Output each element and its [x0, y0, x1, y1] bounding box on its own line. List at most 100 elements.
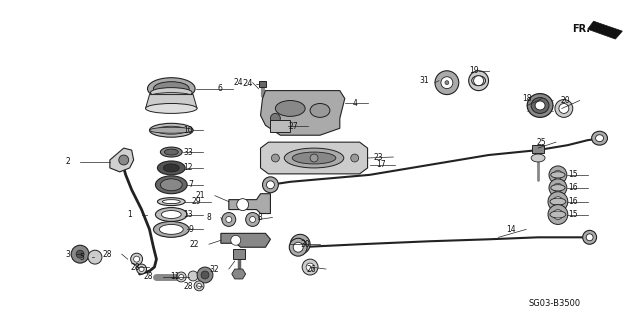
Circle shape: [291, 234, 310, 254]
Text: 32: 32: [209, 264, 219, 273]
Text: 31: 31: [419, 76, 429, 85]
Ellipse shape: [582, 230, 596, 244]
Text: 21: 21: [195, 191, 205, 200]
Circle shape: [549, 166, 567, 184]
Circle shape: [201, 271, 209, 279]
Circle shape: [468, 71, 488, 91]
Ellipse shape: [284, 148, 344, 168]
Circle shape: [306, 263, 314, 271]
Polygon shape: [110, 148, 134, 172]
Text: 25: 25: [536, 138, 546, 147]
Text: 8: 8: [206, 213, 211, 222]
Text: 26: 26: [307, 264, 316, 273]
Ellipse shape: [531, 98, 549, 114]
Text: 6: 6: [218, 84, 223, 93]
Text: 20: 20: [560, 96, 570, 105]
Ellipse shape: [550, 211, 566, 218]
Text: 24: 24: [233, 78, 243, 87]
Polygon shape: [221, 234, 271, 247]
Circle shape: [71, 245, 89, 263]
Circle shape: [222, 212, 236, 226]
Text: 17: 17: [376, 160, 385, 169]
Text: FR.: FR.: [572, 24, 590, 34]
Text: 9: 9: [188, 225, 193, 234]
Ellipse shape: [163, 200, 180, 204]
Ellipse shape: [596, 135, 604, 142]
Circle shape: [435, 71, 459, 94]
Ellipse shape: [150, 93, 193, 100]
Circle shape: [136, 264, 147, 274]
Circle shape: [88, 250, 102, 264]
Circle shape: [237, 199, 248, 211]
Ellipse shape: [161, 211, 181, 219]
Text: 10: 10: [184, 126, 193, 135]
Circle shape: [131, 253, 143, 265]
Ellipse shape: [527, 93, 553, 117]
Circle shape: [289, 238, 307, 256]
Ellipse shape: [551, 172, 565, 178]
Ellipse shape: [154, 82, 189, 96]
Circle shape: [445, 81, 449, 85]
Text: 28: 28: [130, 263, 140, 271]
Circle shape: [549, 179, 567, 197]
Text: 7: 7: [188, 180, 193, 189]
Text: 4: 4: [353, 99, 358, 108]
Ellipse shape: [535, 101, 545, 110]
Text: 22: 22: [189, 240, 199, 249]
Ellipse shape: [157, 161, 185, 175]
Circle shape: [474, 76, 484, 85]
Circle shape: [548, 192, 568, 211]
Circle shape: [553, 197, 563, 207]
Ellipse shape: [551, 185, 565, 191]
Text: 27: 27: [289, 122, 298, 131]
Ellipse shape: [292, 152, 336, 164]
Circle shape: [250, 217, 255, 222]
Ellipse shape: [156, 208, 187, 221]
Ellipse shape: [161, 147, 182, 157]
Circle shape: [197, 267, 213, 283]
Text: 12: 12: [184, 163, 193, 173]
Circle shape: [246, 212, 260, 226]
Text: 19: 19: [469, 66, 479, 75]
Circle shape: [548, 204, 568, 225]
Text: 8: 8: [258, 213, 262, 222]
Text: 11: 11: [170, 272, 179, 281]
Text: 3: 3: [65, 250, 70, 259]
Ellipse shape: [154, 221, 189, 237]
Text: 29: 29: [191, 197, 201, 206]
Bar: [532, 145, 544, 153]
Circle shape: [441, 77, 453, 89]
Circle shape: [554, 183, 563, 192]
Circle shape: [179, 274, 184, 279]
Polygon shape: [260, 142, 367, 174]
Ellipse shape: [150, 123, 193, 137]
Circle shape: [554, 170, 563, 179]
Text: 15: 15: [568, 170, 578, 179]
Ellipse shape: [145, 103, 197, 114]
Circle shape: [196, 283, 202, 288]
Circle shape: [271, 154, 279, 162]
Polygon shape: [232, 269, 246, 279]
Circle shape: [194, 281, 204, 291]
Polygon shape: [588, 21, 622, 39]
Ellipse shape: [550, 198, 566, 205]
Ellipse shape: [156, 176, 187, 194]
Text: SG03-B3500: SG03-B3500: [528, 299, 580, 308]
Circle shape: [188, 271, 198, 281]
Text: 1: 1: [127, 210, 132, 219]
Polygon shape: [260, 91, 345, 135]
Circle shape: [271, 114, 280, 123]
Circle shape: [266, 181, 275, 189]
Ellipse shape: [163, 164, 179, 172]
Circle shape: [553, 210, 563, 219]
Circle shape: [293, 242, 303, 252]
Ellipse shape: [150, 88, 192, 98]
Text: 30: 30: [300, 240, 310, 249]
Circle shape: [134, 256, 140, 262]
Circle shape: [555, 100, 573, 117]
Circle shape: [559, 103, 569, 114]
Text: 23: 23: [374, 152, 383, 161]
Circle shape: [176, 272, 186, 282]
Text: 28: 28: [144, 272, 154, 281]
Text: 15: 15: [568, 210, 578, 219]
